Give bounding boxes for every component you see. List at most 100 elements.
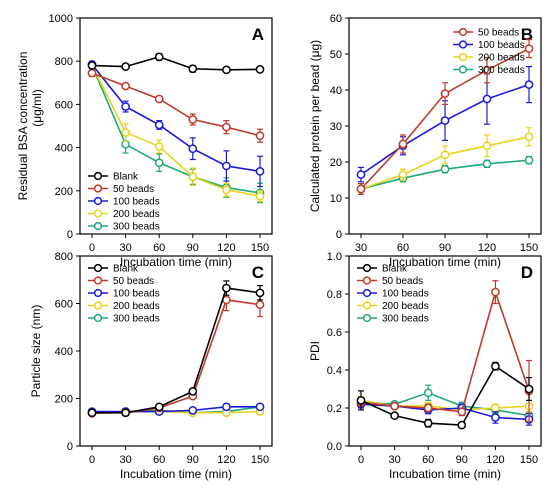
x-tick-label: 0 [89, 242, 95, 254]
x-tick-label: 30 [119, 454, 131, 466]
y-tick-label: 10 [330, 193, 342, 205]
series-line [91, 72, 261, 137]
legend-label: 300 beads [113, 222, 160, 233]
x-tick-label: 30 [119, 242, 131, 254]
data-point [255, 288, 265, 298]
legend-marker [93, 301, 103, 310]
data-point [121, 102, 130, 111]
x-axis-label: Incubation time (min) [120, 255, 232, 269]
x-tick-label: 60 [397, 242, 409, 254]
legend-marker [93, 196, 103, 206]
x-tick-label: 30 [355, 242, 367, 254]
legend-marker [458, 27, 468, 37]
data-point [188, 387, 198, 396]
legend-label: 200 beads [478, 53, 525, 64]
legend-marker [93, 221, 103, 231]
x-tick-label: 60 [153, 454, 165, 466]
data-point [188, 406, 198, 415]
y-tick-label: 800 [55, 56, 73, 68]
series-blank [87, 52, 265, 75]
data-point [482, 65, 492, 75]
data-point [255, 191, 265, 201]
legend-label: 100 beads [382, 289, 429, 300]
data-point [154, 120, 164, 130]
legend-label: 300 beads [382, 314, 429, 325]
x-axis-label: Incubation time (min) [389, 255, 501, 269]
y-tick-label: 400 [55, 143, 73, 155]
data-point [356, 396, 366, 405]
series-100-beads [87, 60, 265, 188]
data-point [482, 141, 492, 151]
x-tick-label: 90 [187, 242, 199, 254]
data-point [255, 300, 265, 310]
data-point [222, 283, 231, 293]
legend-marker [362, 301, 372, 310]
plot-frame [79, 17, 273, 235]
series-blank [87, 280, 265, 418]
x-tick-label: 150 [520, 242, 538, 254]
data-point [524, 132, 534, 142]
data-point [154, 52, 164, 62]
data-point [390, 411, 399, 420]
legend-marker [362, 276, 372, 285]
data-point [423, 403, 433, 413]
y-tick-label: 1.0 [327, 251, 342, 263]
panel-letter: C [252, 263, 264, 282]
x-tick-label: 60 [153, 242, 165, 254]
data-point [121, 408, 130, 418]
data-point [524, 155, 534, 165]
x-tick-label: 150 [251, 242, 269, 254]
x-tick-label: 90 [439, 242, 451, 254]
legend-marker [362, 263, 372, 273]
chart-panel-d: 0.0 0.2 0.4 0.6 0.8 1.0 0 30 60 90 120 150 Incubatio… [308, 251, 542, 481]
data-point [440, 150, 450, 160]
data-point [457, 420, 467, 430]
legend-marker [93, 276, 103, 285]
data-point [121, 62, 130, 71]
y-tick-label: 600 [55, 299, 73, 311]
x-tick-label: 90 [187, 454, 199, 466]
y-axis-unit: (μg/ml) [30, 89, 44, 127]
panel-letter: D [521, 263, 533, 282]
legend-label: 300 beads [478, 65, 525, 76]
data-point [121, 81, 130, 91]
series-line [360, 289, 530, 413]
data-point [188, 64, 198, 74]
data-point [482, 94, 492, 104]
plot-frame [79, 255, 273, 447]
data-point [482, 159, 492, 169]
legend-marker [93, 184, 103, 193]
legend-label: 50 beads [113, 276, 154, 287]
legend-marker [93, 288, 103, 298]
y-axis-label: Calculated protein per bead (μg) [308, 40, 322, 212]
x-tick-label: 150 [520, 454, 538, 466]
data-point [255, 402, 265, 412]
data-point [222, 402, 231, 412]
y-tick-label: 400 [55, 346, 73, 358]
series-line [91, 65, 261, 197]
y-tick-label: 1000 [49, 13, 73, 25]
series-50-beads [87, 68, 265, 143]
data-point [87, 68, 97, 78]
legend-marker [93, 209, 103, 218]
data-point [457, 407, 467, 417]
x-tick-label: 60 [422, 454, 434, 466]
data-point [154, 158, 164, 168]
data-point [440, 116, 450, 125]
y-tick-label: 50 [330, 49, 342, 61]
x-tick-label: 120 [217, 454, 235, 466]
data-point [222, 161, 231, 171]
data-point [154, 94, 164, 104]
legend-marker [93, 313, 103, 323]
data-point [188, 115, 198, 124]
y-axis-label: PDI [308, 341, 322, 361]
y-tick-label: 200 [55, 394, 73, 406]
series-line [91, 63, 261, 173]
legend-label: 200 beads [382, 301, 429, 312]
legend-marker [458, 65, 468, 74]
legend-marker [93, 171, 103, 181]
legend-label: 100 beads [478, 40, 525, 51]
